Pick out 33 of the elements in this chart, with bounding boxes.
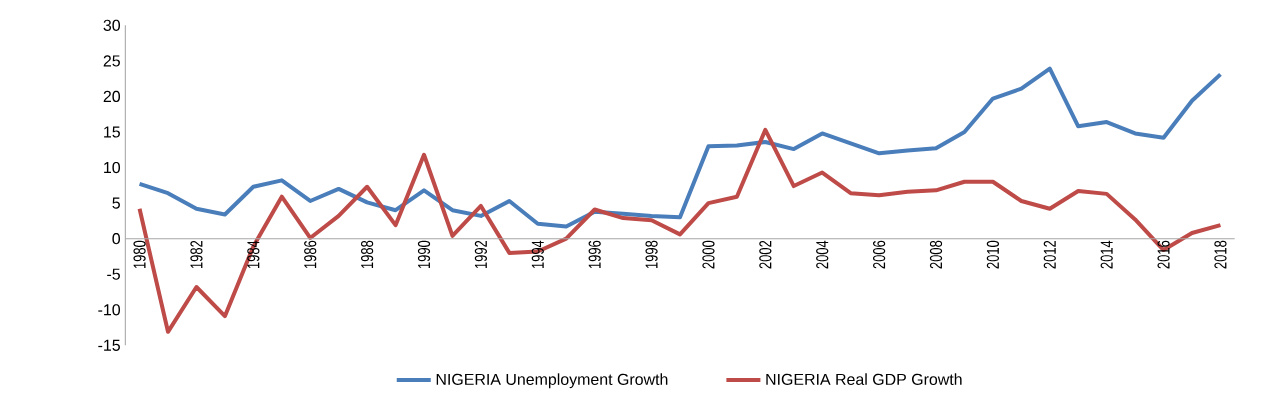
x-tick-label: 2008 [929, 240, 943, 269]
x-tick-label: 2000 [702, 240, 715, 269]
x-tick-label: 2014 [1100, 240, 1113, 269]
x-tick-label: 2012 [1043, 240, 1056, 269]
legend-label: NIGERIA Real GDP Growth [766, 373, 962, 386]
x-tick-label: 2004 [816, 240, 829, 269]
x-tick-label: 1982 [190, 240, 203, 269]
y-tick-label: 30 [103, 19, 121, 31]
y-tick-label: 25 [103, 55, 120, 67]
y-tick-label: 5 [112, 197, 120, 209]
x-tick-label: 1992 [474, 240, 488, 269]
y-tick-label: 10 [104, 161, 121, 174]
y-tick-label: -10 [98, 304, 121, 316]
x-tick-label: 1988 [361, 240, 374, 269]
x-tick-label: 2016 [1157, 240, 1170, 269]
y-tick-label: -15 [98, 339, 120, 351]
x-tick-label: 1996 [588, 240, 601, 269]
y-tick-label: 15 [104, 126, 120, 138]
x-tick-label: 1998 [645, 240, 658, 269]
x-tick-label: 1984 [247, 240, 260, 269]
y-tick-label: 20 [103, 90, 121, 103]
x-tick-label: 2002 [759, 240, 772, 269]
x-tick-label: 1986 [304, 240, 317, 269]
x-tick-label: 1990 [417, 240, 431, 269]
x-tick-label: 2006 [873, 240, 886, 269]
line-series [137, 66, 1223, 229]
y-tick-label: -5 [107, 268, 120, 280]
x-tick-label: 2018 [1214, 240, 1227, 269]
x-tick-label: 1994 [531, 240, 544, 269]
legend-label: NIGERIA Unemployment Growth [436, 373, 668, 389]
y-tick-label: 0 [112, 233, 121, 245]
x-tick-label: 2010 [986, 240, 1000, 269]
x-tick-label: 1980 [133, 240, 146, 269]
